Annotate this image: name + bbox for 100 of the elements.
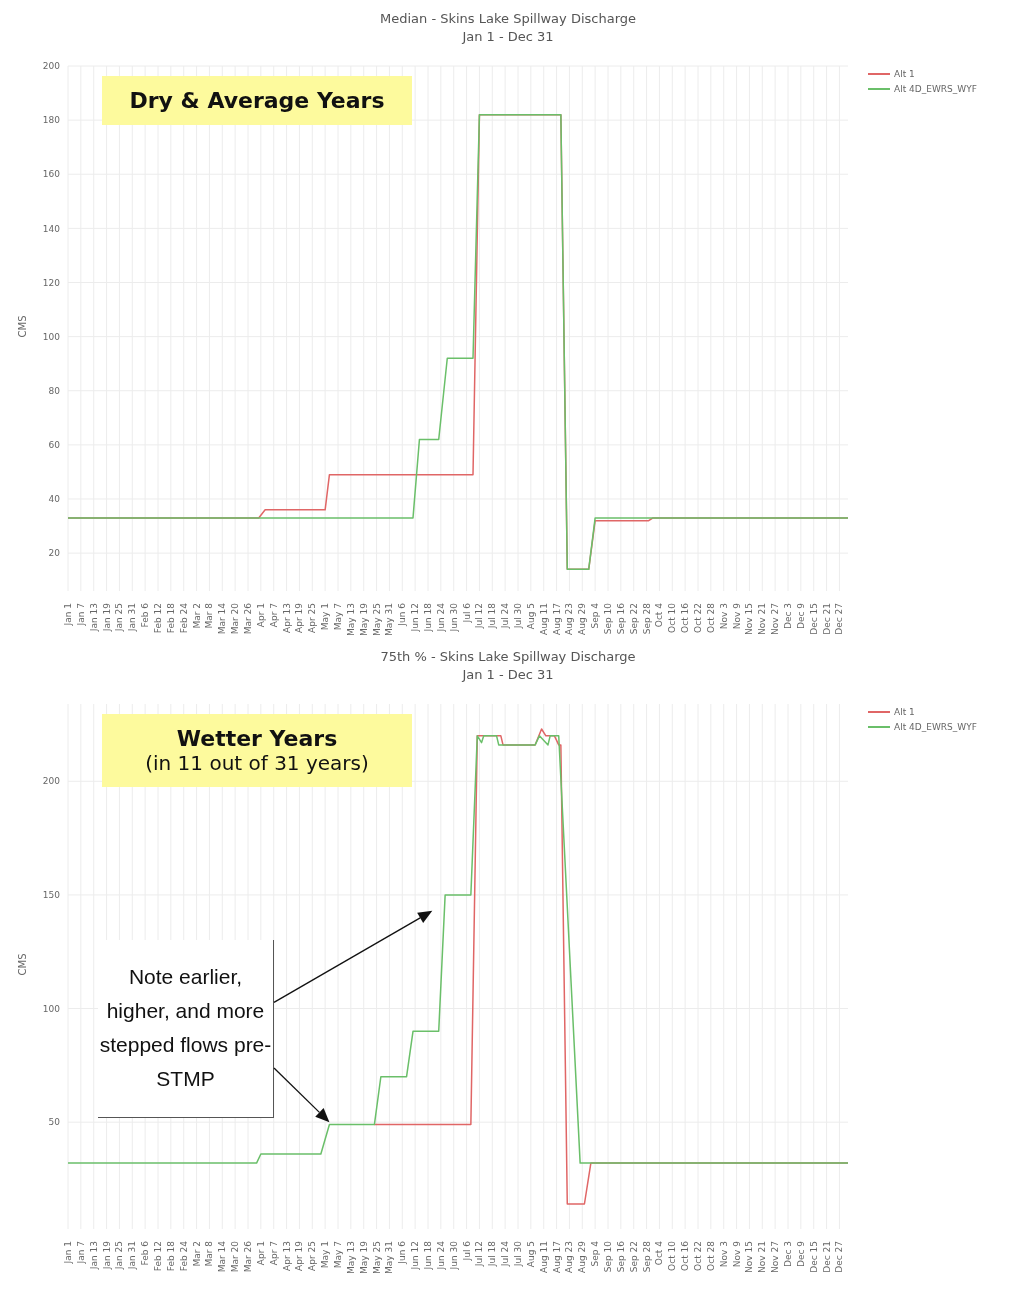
legend-label: Alt 4D_EWRS_WYF bbox=[894, 83, 977, 94]
x-tick-label: Sep 16 bbox=[615, 602, 626, 635]
x-tick-label: Aug 5 bbox=[525, 603, 536, 630]
x-tick-label: Feb 12 bbox=[153, 1241, 163, 1272]
x-tick-label: Apr 7 bbox=[268, 603, 279, 628]
x-tick-label: Aug 17 bbox=[551, 1241, 562, 1273]
callout-box: Dry & Average Years bbox=[102, 76, 412, 125]
x-tick-label: Oct 16 bbox=[680, 602, 691, 633]
x-tick-label: Oct 10 bbox=[667, 602, 678, 633]
x-tick-label: Jul 30 bbox=[513, 1240, 523, 1268]
x-tick-label: Nov 3 bbox=[718, 603, 729, 630]
y-tick-label: 150 bbox=[42, 890, 61, 901]
chart-subtitle: Jan 1 - Dec 31 bbox=[462, 667, 554, 682]
x-tick-label: Apr 25 bbox=[307, 1241, 318, 1271]
x-tick-label: Jun 12 bbox=[410, 603, 421, 633]
x-tick-label: Feb 18 bbox=[165, 602, 176, 634]
x-tick-label: Nov 9 bbox=[731, 1240, 742, 1268]
x-tick-label: Oct 22 bbox=[693, 1241, 703, 1271]
x-tick-label: Sep 22 bbox=[628, 1241, 639, 1273]
chart-title: 75th % - Skins Lake Spillway Discharge bbox=[380, 649, 636, 664]
x-tick-label: Jul 18 bbox=[487, 1240, 498, 1268]
x-tick-label: Jan 7 bbox=[75, 603, 86, 627]
annotation: Note earlier, higher, and more stepped flows pre-STMP bbox=[98, 964, 273, 1093]
x-tick-label: Jan 13 bbox=[88, 1241, 99, 1271]
y-tick-label: 20 bbox=[48, 548, 61, 559]
x-tick-label: Aug 23 bbox=[564, 1241, 575, 1273]
note-box: Note earlier, higher, and more stepped flows pre-STMP bbox=[98, 940, 274, 1118]
x-tick-label: May 31 bbox=[384, 1241, 395, 1274]
x-tick-label: Jun 6 bbox=[397, 602, 408, 627]
x-tick-label: May 19 bbox=[358, 602, 369, 636]
x-tick-label: Dec 9 bbox=[795, 602, 806, 630]
x-tick-label: Apr 1 bbox=[255, 603, 266, 628]
x-tick-label: Oct 16 bbox=[680, 1240, 691, 1271]
x-tick-label: Sep 4 bbox=[590, 602, 601, 629]
y-tick-label: 80 bbox=[48, 385, 61, 396]
x-tick-label: May 25 bbox=[371, 1241, 382, 1274]
x-tick-label: May 7 bbox=[333, 603, 343, 631]
x-tick-label: Nov 27 bbox=[770, 603, 781, 635]
x-tick-label: May 13 bbox=[345, 1241, 356, 1274]
x-tick-label: Jun 24 bbox=[435, 1240, 446, 1271]
x-tick-label: Jan 1 bbox=[63, 603, 73, 627]
x-tick-label: Nov 27 bbox=[770, 1241, 781, 1273]
x-tick-label: Nov 3 bbox=[718, 1241, 729, 1268]
x-tick-label: Sep 28 bbox=[641, 602, 652, 635]
x-tick-label: Apr 13 bbox=[281, 603, 292, 633]
x-tick-label: Jun 30 bbox=[448, 1240, 459, 1271]
x-tick-label: Sep 16 bbox=[615, 1240, 626, 1273]
x-tick-label: Sep 10 bbox=[603, 602, 613, 635]
x-tick-label: Sep 10 bbox=[603, 1240, 613, 1273]
y-tick-label: 50 bbox=[48, 1117, 61, 1128]
x-tick-label: Nov 15 bbox=[744, 603, 755, 635]
x-tick-label: Jun 6 bbox=[397, 1240, 408, 1265]
x-tick-label: Apr 19 bbox=[294, 1240, 305, 1271]
x-tick-label: Feb 24 bbox=[178, 1240, 189, 1272]
x-tick-label: Jul 30 bbox=[513, 602, 523, 630]
y-tick-label: 100 bbox=[42, 1003, 61, 1014]
x-tick-label: Feb 12 bbox=[153, 603, 163, 634]
x-tick-label: Jan 19 bbox=[101, 1240, 112, 1271]
x-tick-label: Jan 13 bbox=[88, 603, 99, 633]
x-tick-label: Jan 25 bbox=[114, 603, 125, 633]
x-tick-label: Jul 6 bbox=[461, 1240, 472, 1262]
x-tick-label: Dec 21 bbox=[821, 603, 832, 635]
x-tick-label: Mar 20 bbox=[230, 602, 241, 635]
x-tick-label: May 19 bbox=[358, 1240, 369, 1274]
x-tick-label: Nov 21 bbox=[757, 1241, 768, 1273]
x-tick-label: Oct 4 bbox=[654, 602, 665, 628]
x-tick-label: Dec 3 bbox=[783, 1241, 793, 1268]
x-tick-label: Oct 28 bbox=[705, 1240, 716, 1271]
legend-label: Alt 1 bbox=[894, 706, 915, 717]
x-tick-label: Jul 18 bbox=[487, 602, 498, 630]
x-tick-label: Dec 21 bbox=[821, 1241, 832, 1273]
annotation: Wetter Years bbox=[176, 726, 338, 751]
x-tick-label: Jan 7 bbox=[75, 1241, 86, 1265]
x-tick-label: Mar 26 bbox=[243, 602, 253, 635]
x-tick-label: Jul 24 bbox=[500, 602, 511, 630]
x-tick-label: Apr 19 bbox=[294, 602, 305, 633]
x-tick-label: Aug 23 bbox=[564, 603, 575, 635]
x-tick-label: May 31 bbox=[384, 603, 395, 636]
x-tick-label: Jul 24 bbox=[500, 1240, 511, 1268]
x-tick-label: Aug 29 bbox=[577, 602, 588, 635]
annotation: Dry & Average Years bbox=[129, 88, 385, 113]
y-axis-title: CMS bbox=[17, 315, 29, 337]
x-tick-label: May 25 bbox=[371, 603, 382, 636]
x-tick-label: Jan 19 bbox=[101, 602, 112, 633]
x-tick-label: Mar 14 bbox=[217, 1240, 228, 1273]
y-tick-label: 140 bbox=[42, 223, 61, 234]
x-tick-label: Oct 4 bbox=[654, 1240, 665, 1266]
x-tick-label: Oct 28 bbox=[705, 602, 716, 633]
legend-label: Alt 1 bbox=[894, 68, 915, 79]
y-tick-label: 120 bbox=[42, 277, 61, 288]
x-tick-label: Aug 11 bbox=[538, 603, 549, 635]
x-tick-label: Sep 4 bbox=[590, 1240, 601, 1267]
y-tick-label: 160 bbox=[42, 169, 61, 180]
x-tick-label: Nov 9 bbox=[731, 602, 742, 630]
y-tick-label: 180 bbox=[42, 115, 61, 126]
x-tick-label: Feb 6 bbox=[140, 1240, 151, 1266]
x-tick-label: Jun 24 bbox=[435, 602, 446, 633]
x-tick-label: Apr 7 bbox=[268, 1241, 279, 1266]
x-tick-label: Jun 18 bbox=[423, 602, 433, 633]
x-tick-label: Oct 22 bbox=[693, 603, 703, 633]
